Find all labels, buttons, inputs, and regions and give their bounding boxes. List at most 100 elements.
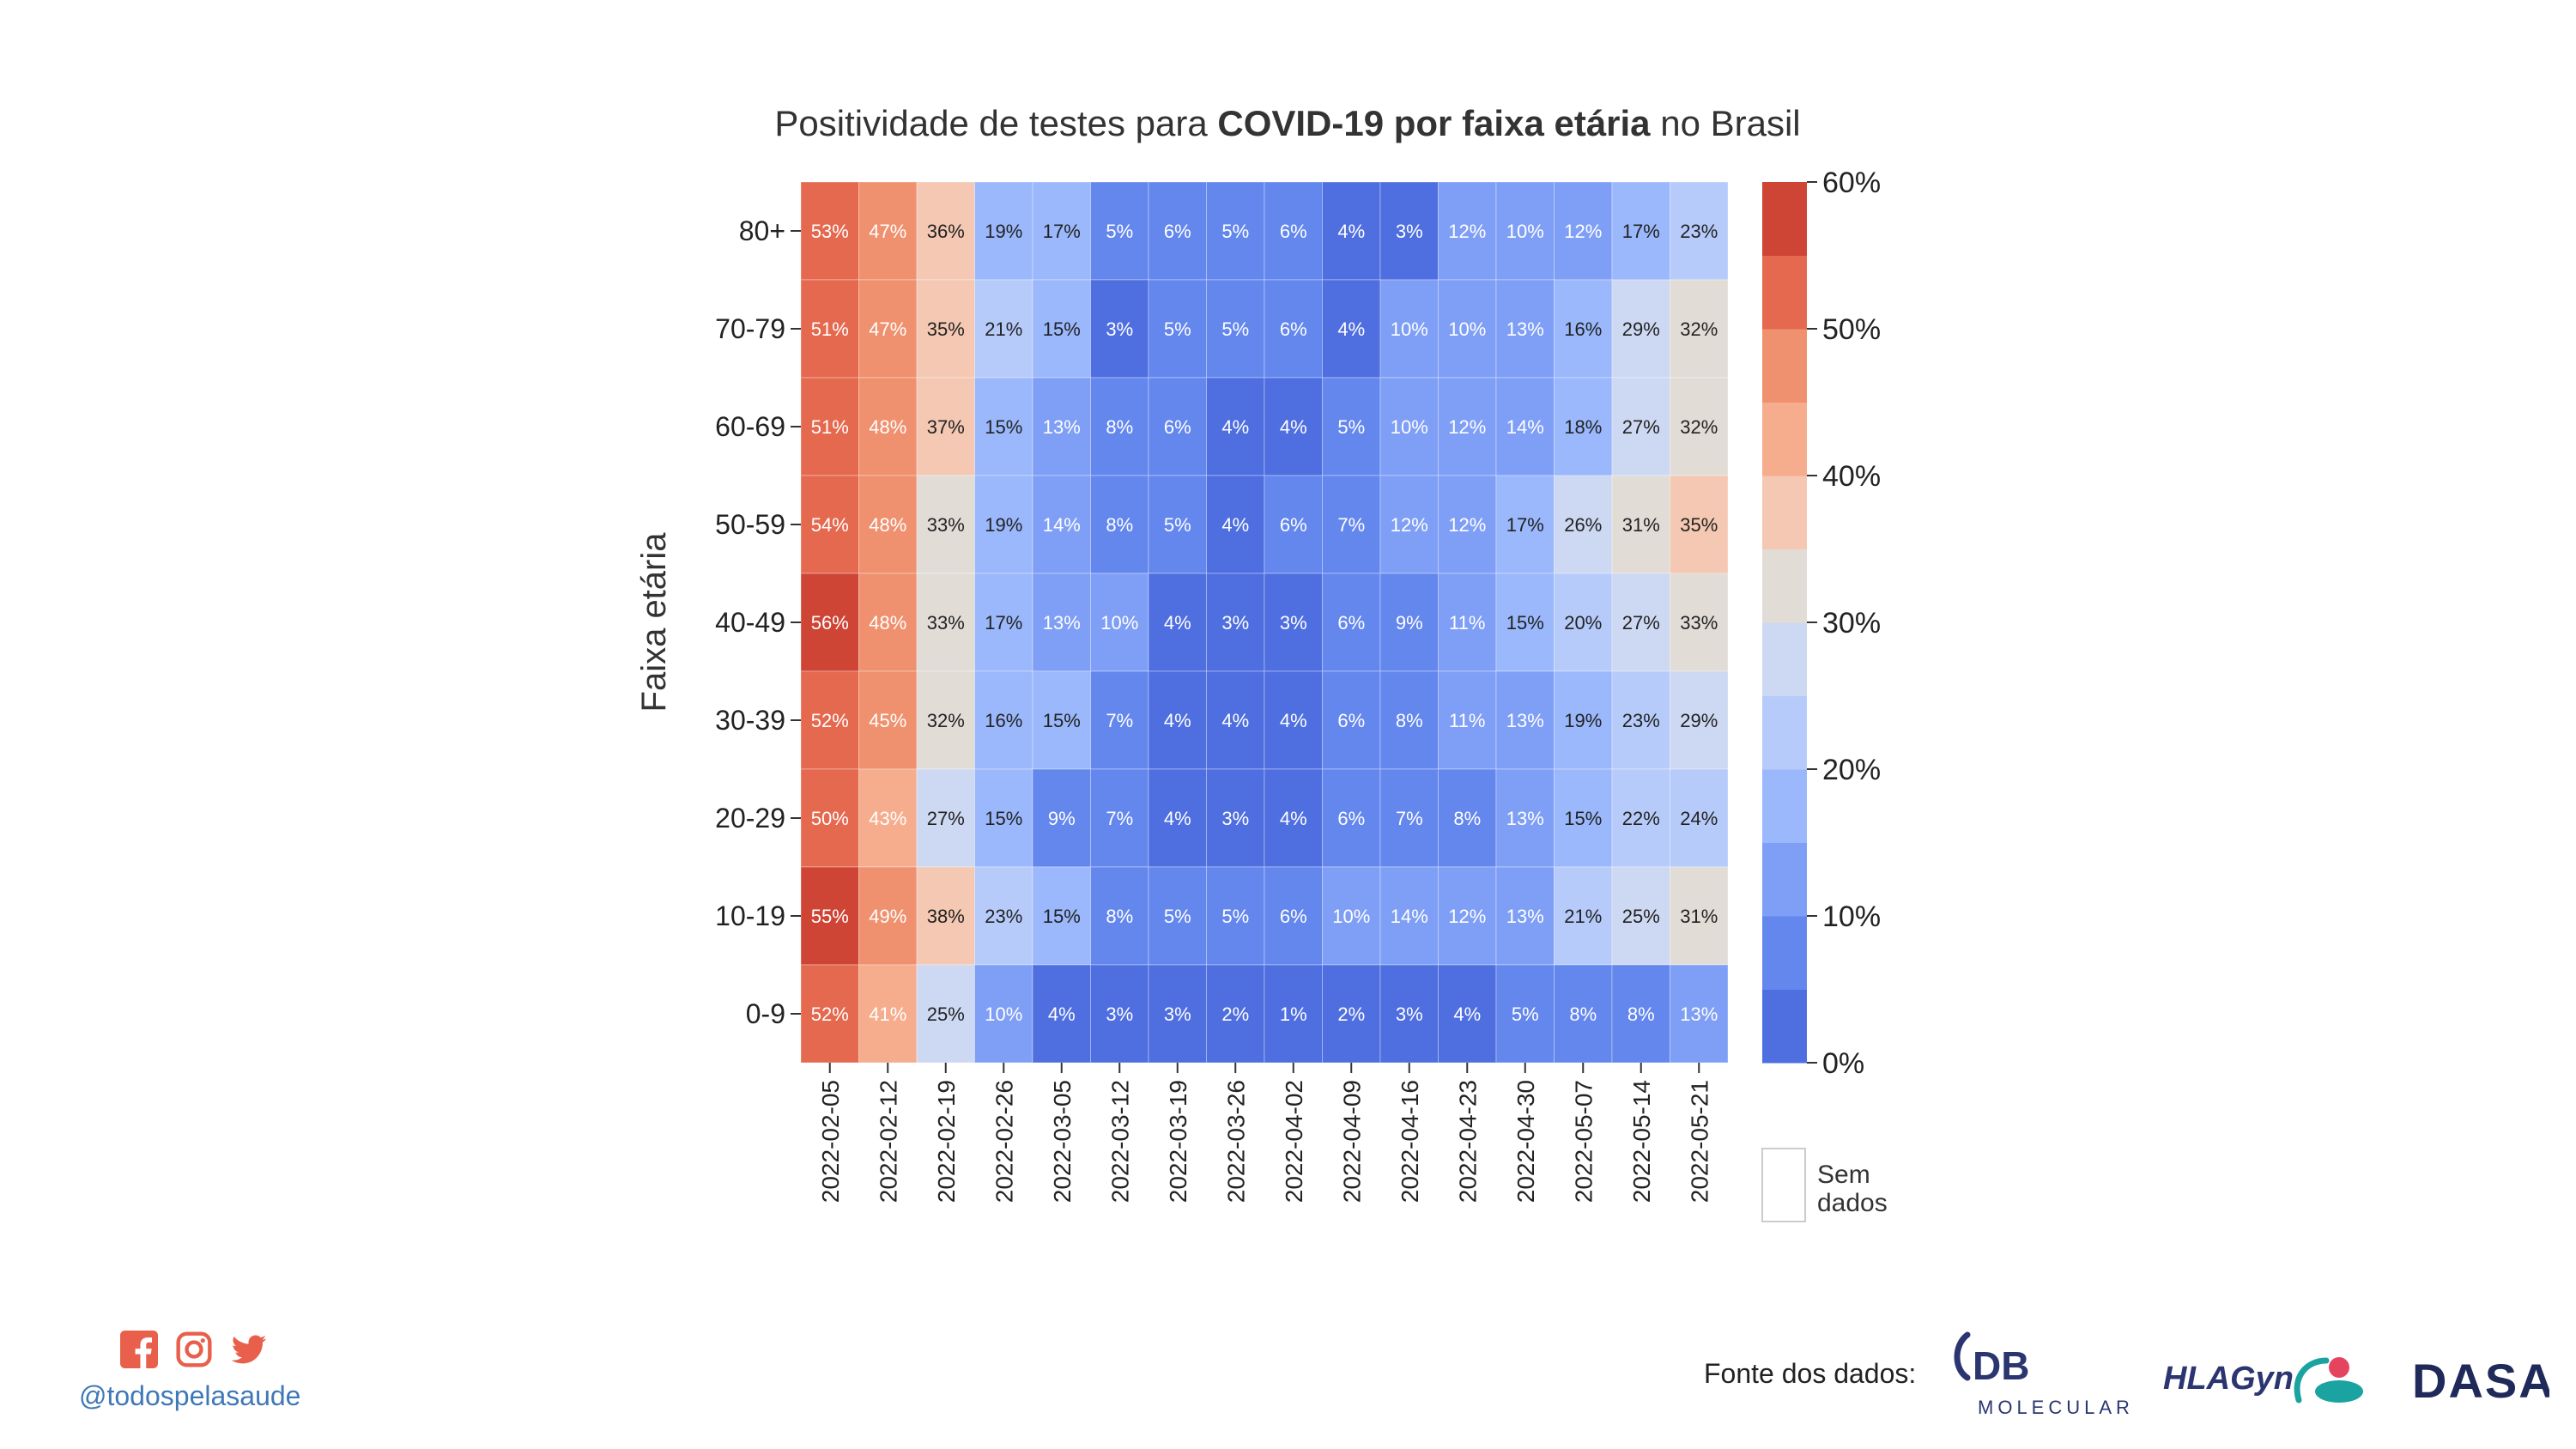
cell-value-label: 4% bbox=[1337, 318, 1365, 340]
heatmap-cell bbox=[1090, 181, 1149, 281]
heatmap-cell bbox=[916, 181, 975, 281]
heatmap-cell bbox=[800, 181, 859, 281]
heatmap-cell bbox=[1554, 768, 1613, 868]
y-tick-label: 0-9 bbox=[746, 998, 785, 1029]
cell-value-label: 17% bbox=[985, 612, 1022, 634]
heatmap-cell bbox=[1264, 475, 1323, 574]
heatmap-cell bbox=[1611, 768, 1670, 868]
social-handle[interactable]: @todospelasaude bbox=[79, 1380, 301, 1411]
colorbar-tick-label: 20% bbox=[1822, 754, 1881, 786]
cell-value-label: 10% bbox=[985, 1003, 1022, 1025]
heatmap-cell bbox=[1148, 964, 1207, 1064]
heatmap-cell bbox=[1611, 964, 1670, 1064]
cell-value-label: 6% bbox=[1337, 612, 1365, 634]
cell-value-label: 48% bbox=[869, 416, 906, 438]
heatmap-cell bbox=[1438, 573, 1497, 672]
cell-value-label: 23% bbox=[985, 906, 1022, 927]
cell-value-label: 11% bbox=[1449, 710, 1485, 731]
cell-value-label: 4% bbox=[1164, 612, 1191, 634]
cell-value-label: 9% bbox=[1048, 808, 1076, 829]
colorbar-segment bbox=[1762, 255, 1807, 330]
cell-value-label: 5% bbox=[1512, 1003, 1539, 1025]
heatmap-cell bbox=[1032, 181, 1091, 281]
cell-value-label: 4% bbox=[1048, 1003, 1076, 1025]
x-tick-label: 2022-04-16 bbox=[1397, 1080, 1423, 1203]
cell-value-label: 2% bbox=[1337, 1003, 1365, 1025]
svg-text:MOLECULAR: MOLECULAR bbox=[1978, 1397, 2129, 1418]
cell-value-label: 10% bbox=[1332, 906, 1370, 927]
cell-value-label: 8% bbox=[1106, 416, 1133, 438]
heatmap-cell bbox=[1554, 670, 1613, 770]
cell-value-label: 15% bbox=[1043, 906, 1081, 927]
cell-value-label: 3% bbox=[1221, 612, 1249, 634]
cell-value-label: 15% bbox=[985, 416, 1022, 438]
heatmap-cell bbox=[1611, 866, 1670, 966]
cell-value-label: 8% bbox=[1106, 514, 1133, 536]
cell-value-label: 55% bbox=[811, 906, 849, 927]
heatmap-cell bbox=[858, 964, 918, 1064]
cell-value-label: 35% bbox=[1680, 514, 1718, 536]
cell-value-label: 5% bbox=[1164, 514, 1191, 536]
heatmap-cell bbox=[1438, 670, 1497, 770]
cell-value-label: 27% bbox=[1622, 416, 1660, 438]
instagram-icon[interactable] bbox=[175, 1331, 213, 1368]
cell-value-label: 48% bbox=[869, 612, 906, 634]
x-tick-label: 2022-05-21 bbox=[1686, 1080, 1712, 1203]
colorbar: 0% 10% 20% 30% 40% 50% 60% bbox=[1762, 167, 1881, 1080]
heatmap-cell bbox=[1090, 573, 1149, 672]
heatmap-cell bbox=[1670, 768, 1729, 868]
facebook-icon[interactable] bbox=[120, 1331, 158, 1368]
heatmap-cell bbox=[1554, 181, 1613, 281]
heatmap-cell bbox=[1090, 866, 1149, 966]
chart-title-part-2: no Brasil bbox=[1651, 103, 1801, 143]
twitter-icon[interactable] bbox=[230, 1331, 268, 1368]
heatmap-cell bbox=[858, 279, 918, 379]
x-tick-label: 2022-03-12 bbox=[1106, 1080, 1133, 1203]
heatmap-cell bbox=[1322, 573, 1381, 672]
cell-value-label: 16% bbox=[1564, 318, 1602, 340]
cell-value-label: 15% bbox=[1564, 808, 1602, 829]
cell-value-label: 49% bbox=[869, 906, 906, 927]
heatmap-cell bbox=[1438, 768, 1497, 868]
cell-value-label: 8% bbox=[1396, 710, 1423, 731]
cell-value-label: 31% bbox=[1680, 906, 1718, 927]
cell-value-label: 19% bbox=[985, 514, 1022, 536]
heatmap-cell bbox=[800, 964, 859, 1064]
heatmap-cell bbox=[1206, 768, 1265, 868]
cell-value-label: 4% bbox=[1337, 221, 1365, 242]
cell-value-label: 27% bbox=[927, 808, 965, 829]
heatmap-cell bbox=[916, 475, 975, 574]
x-tick-label: 2022-02-12 bbox=[875, 1080, 901, 1203]
heatmap-cell bbox=[858, 573, 918, 672]
cell-value-label: 31% bbox=[1622, 514, 1660, 536]
cell-value-label: 53% bbox=[811, 221, 849, 242]
cell-value-label: 13% bbox=[1506, 808, 1544, 829]
cell-value-label: 35% bbox=[927, 318, 965, 340]
missing-data-swatch bbox=[1761, 1148, 1806, 1222]
heatmap-cell bbox=[1032, 670, 1091, 770]
cell-value-label: 5% bbox=[1164, 906, 1191, 927]
cell-value-label: 10% bbox=[1100, 612, 1138, 634]
cell-value-label: 26% bbox=[1564, 514, 1602, 536]
cell-value-label: 14% bbox=[1043, 514, 1081, 536]
heatmap-cell bbox=[1264, 670, 1323, 770]
heatmap-cell bbox=[1032, 573, 1091, 672]
heatmap-cell bbox=[1148, 279, 1207, 379]
cell-value-label: 15% bbox=[1506, 612, 1544, 634]
cell-value-label: 16% bbox=[985, 710, 1022, 731]
colorbar-segment bbox=[1762, 182, 1807, 256]
cell-value-label: 13% bbox=[1043, 612, 1081, 634]
cell-value-label: 48% bbox=[869, 514, 906, 536]
colorbar-segment bbox=[1762, 622, 1807, 696]
heatmap-cell bbox=[1379, 279, 1439, 379]
cell-value-label: 7% bbox=[1337, 514, 1365, 536]
heatmap-cell bbox=[800, 475, 859, 574]
cell-value-label: 41% bbox=[869, 1003, 906, 1025]
cell-value-label: 15% bbox=[1043, 710, 1081, 731]
cell-value-label: 6% bbox=[1280, 318, 1307, 340]
cell-value-label: 23% bbox=[1680, 221, 1718, 242]
cell-value-label: 32% bbox=[927, 710, 965, 731]
cell-value-label: 12% bbox=[1391, 514, 1428, 536]
chart-title-part-1: COVID-19 por faixa etária bbox=[1217, 103, 1651, 143]
